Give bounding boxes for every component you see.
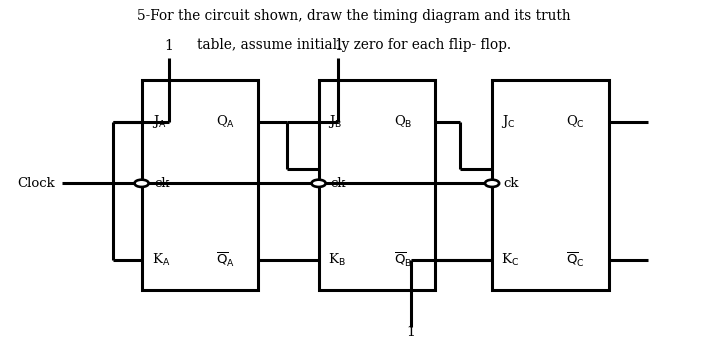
Text: Q$_\mathrm{B}$: Q$_\mathrm{B}$ xyxy=(394,114,412,130)
Text: J$_\mathrm{C}$: J$_\mathrm{C}$ xyxy=(501,113,515,130)
Bar xyxy=(492,80,609,290)
Bar xyxy=(319,80,435,290)
Text: $\overline{\mathrm{Q}}_\mathrm{C}$: $\overline{\mathrm{Q}}_\mathrm{C}$ xyxy=(566,250,585,269)
Text: Clock: Clock xyxy=(18,177,55,190)
Text: Q$_\mathrm{A}$: Q$_\mathrm{A}$ xyxy=(216,114,235,130)
Text: ck: ck xyxy=(503,177,519,190)
Text: K$_\mathrm{C}$: K$_\mathrm{C}$ xyxy=(501,252,519,268)
Circle shape xyxy=(312,180,326,187)
Circle shape xyxy=(485,180,499,187)
Bar xyxy=(142,80,258,290)
Text: 1: 1 xyxy=(334,38,343,53)
Text: J$_\mathrm{A}$: J$_\mathrm{A}$ xyxy=(152,113,167,130)
Text: table, assume initially zero for each flip- flop.: table, assume initially zero for each fl… xyxy=(197,38,511,52)
Text: ck: ck xyxy=(154,177,170,190)
Text: K$_\mathrm{B}$: K$_\mathrm{B}$ xyxy=(328,252,346,268)
Text: 1: 1 xyxy=(406,325,415,339)
Text: ck: ck xyxy=(330,177,346,190)
Text: K$_\mathrm{A}$: K$_\mathrm{A}$ xyxy=(152,252,171,268)
Text: Q$_\mathrm{C}$: Q$_\mathrm{C}$ xyxy=(566,114,586,130)
Text: 1: 1 xyxy=(164,38,173,53)
Text: 5-For the circuit shown, draw the timing diagram and its truth: 5-For the circuit shown, draw the timing… xyxy=(137,9,571,23)
Text: $\overline{\mathrm{Q}}_\mathrm{B}$: $\overline{\mathrm{Q}}_\mathrm{B}$ xyxy=(394,250,412,269)
Circle shape xyxy=(135,180,149,187)
Text: J$_\mathrm{B}$: J$_\mathrm{B}$ xyxy=(328,113,342,130)
Text: $\overline{\mathrm{Q}}_\mathrm{A}$: $\overline{\mathrm{Q}}_\mathrm{A}$ xyxy=(216,250,235,269)
